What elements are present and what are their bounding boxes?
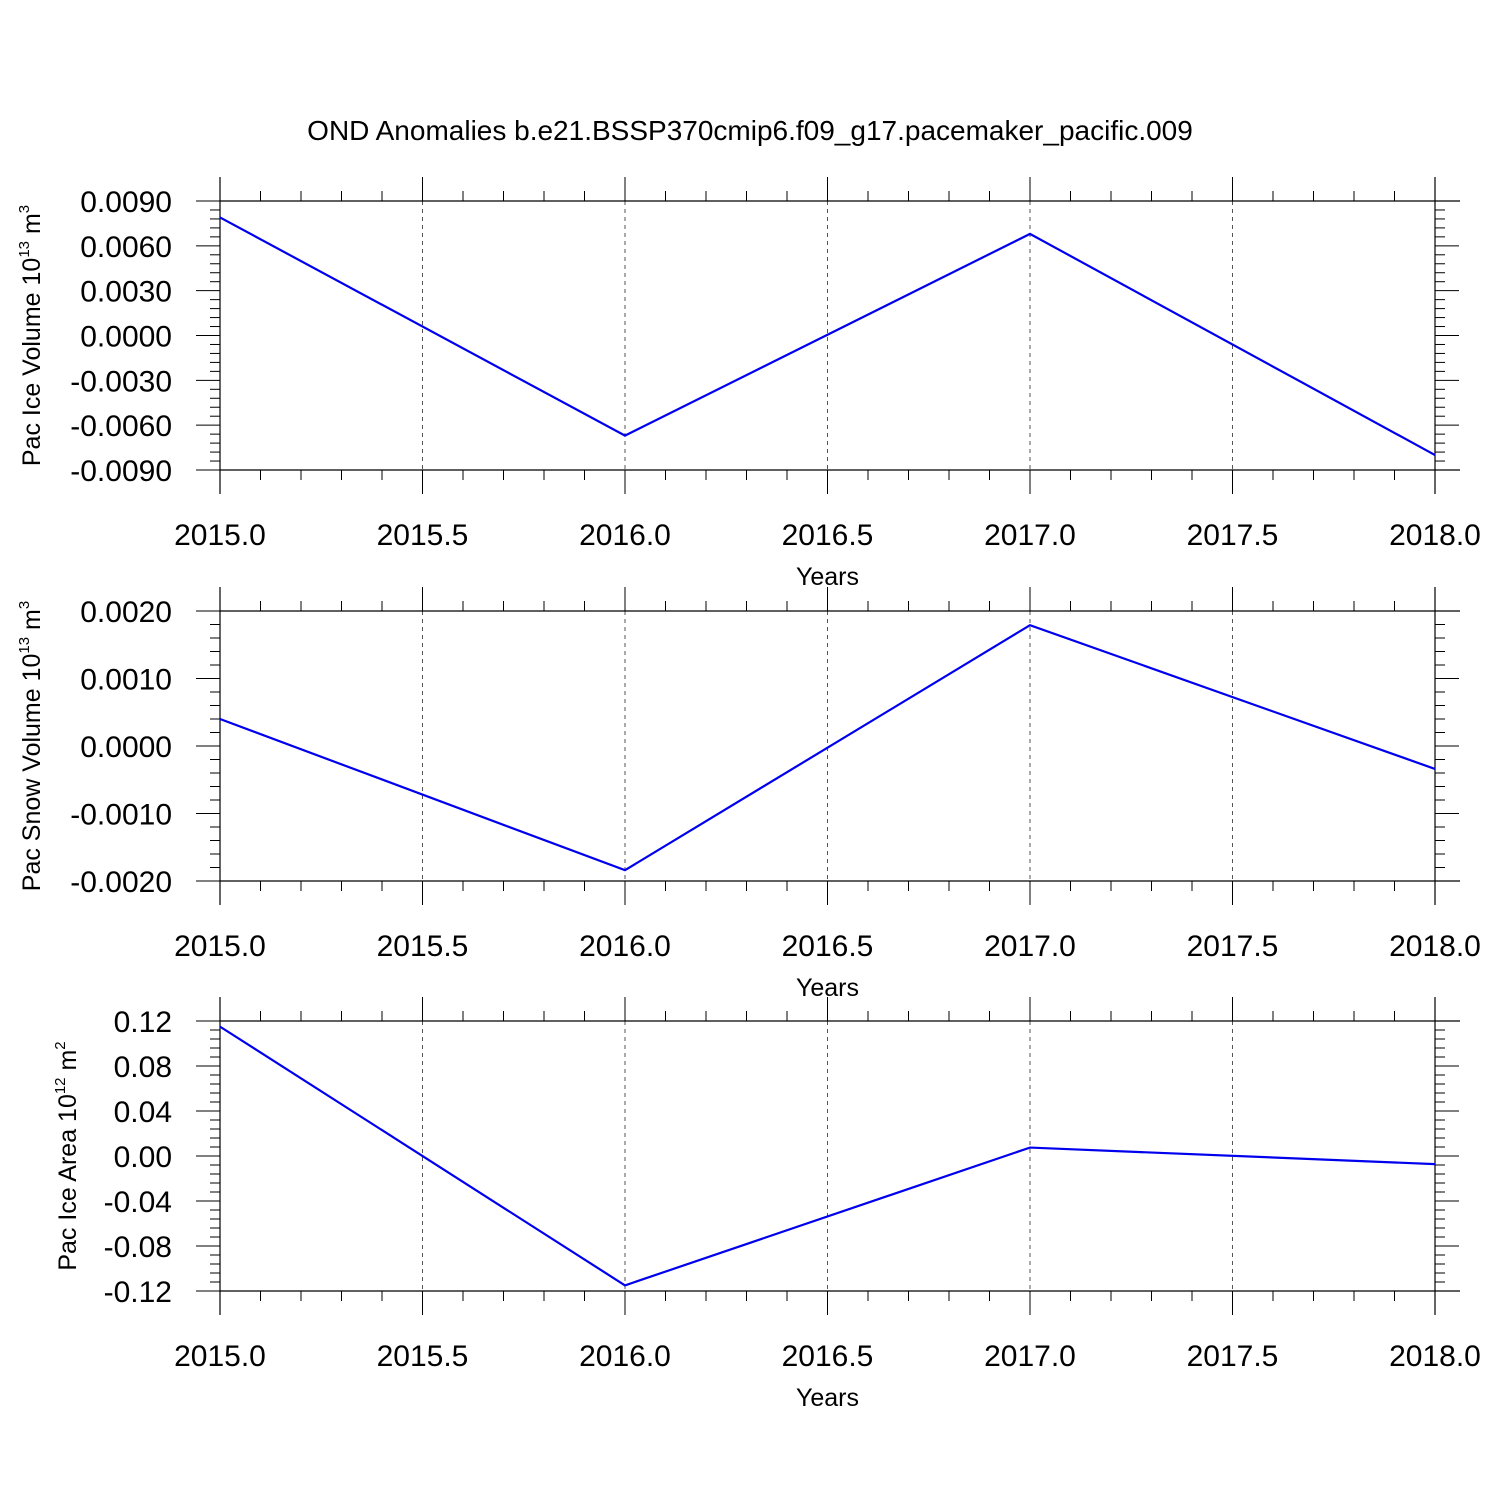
x-tick-label: 2016.5 — [782, 519, 874, 552]
x-tick-label: 2016.0 — [579, 1340, 671, 1373]
y-tick-label: 0.04 — [114, 1096, 172, 1129]
y-tick-label: -0.08 — [104, 1231, 172, 1264]
series-line — [219, 1025, 1436, 1287]
x-tick-label: 2015.0 — [174, 519, 266, 552]
y-tick-label: 0.0020 — [80, 596, 172, 629]
y-tick-label: -0.0020 — [70, 866, 172, 899]
y-tick-label: 0.0010 — [80, 664, 172, 697]
y-tick-label: 0.0060 — [80, 231, 172, 264]
y-tick-label: 0.0000 — [80, 731, 172, 764]
series-line — [219, 623, 1436, 872]
y-tick-label: -0.04 — [104, 1186, 172, 1219]
y-tick-label: 0.00 — [114, 1141, 172, 1174]
figure-title: OND Anomalies b.e21.BSSP370cmip6.f09_g17… — [307, 115, 1193, 146]
y-axis-label: Pac Snow Volume 1013 m3 — [16, 601, 46, 891]
y-tick-label: -0.0060 — [70, 410, 172, 443]
x-tick-label: 2017.0 — [984, 930, 1076, 963]
x-tick-label: 2017.5 — [1187, 930, 1279, 963]
y-axis-label: Pac Ice Volume 1013 m3 — [16, 205, 46, 466]
y-tick-label: -0.0090 — [70, 455, 172, 488]
x-tick-label: 2018.0 — [1389, 519, 1481, 552]
y-tick-label: -0.12 — [104, 1276, 172, 1309]
x-tick-label: 2016.0 — [579, 930, 671, 963]
x-tick-label: 2018.0 — [1389, 1340, 1481, 1373]
series-line — [219, 216, 1436, 457]
y-tick-label: 0.0000 — [80, 321, 172, 354]
panels: 0.0090 0.0060 0.0030 0.0000 -0.0030 -0.0060 -0… — [16, 177, 1481, 1412]
y-tick-label: 0.0030 — [80, 276, 172, 309]
x-tick-label: 2015.0 — [174, 930, 266, 963]
x-tick-label: 2016.0 — [579, 519, 671, 552]
x-tick-label: 2017.5 — [1187, 519, 1279, 552]
x-tick-label: 2017.5 — [1187, 1340, 1279, 1373]
x-tick-label: 2017.0 — [984, 1340, 1076, 1373]
y-tick-label: -0.0010 — [70, 799, 172, 832]
x-tick-label: 2016.5 — [782, 930, 874, 963]
x-axis-label: Years — [796, 1384, 859, 1412]
x-tick-label: 2015.5 — [377, 1340, 469, 1373]
x-axis-label: Years — [796, 563, 859, 591]
y-tick-label: -0.0030 — [70, 365, 172, 398]
y-tick-label: 0.08 — [114, 1051, 172, 1084]
y-tick-label: 0.12 — [114, 1006, 172, 1039]
x-tick-label: 2015.5 — [377, 930, 469, 963]
y-axis-label: Pac Ice Area 1012 m2 — [52, 1041, 82, 1270]
x-tick-label: 2016.5 — [782, 1340, 874, 1373]
x-tick-label: 2015.5 — [377, 519, 469, 552]
x-tick-label: 2017.0 — [984, 519, 1076, 552]
x-tick-label: 2018.0 — [1389, 930, 1481, 963]
y-tick-label: 0.0090 — [80, 186, 172, 219]
x-tick-label: 2015.0 — [174, 1340, 266, 1373]
chart-panel-1: 0.0090 0.0060 0.0030 0.0000 -0.0030 -0.0060 -0… — [16, 177, 1481, 591]
